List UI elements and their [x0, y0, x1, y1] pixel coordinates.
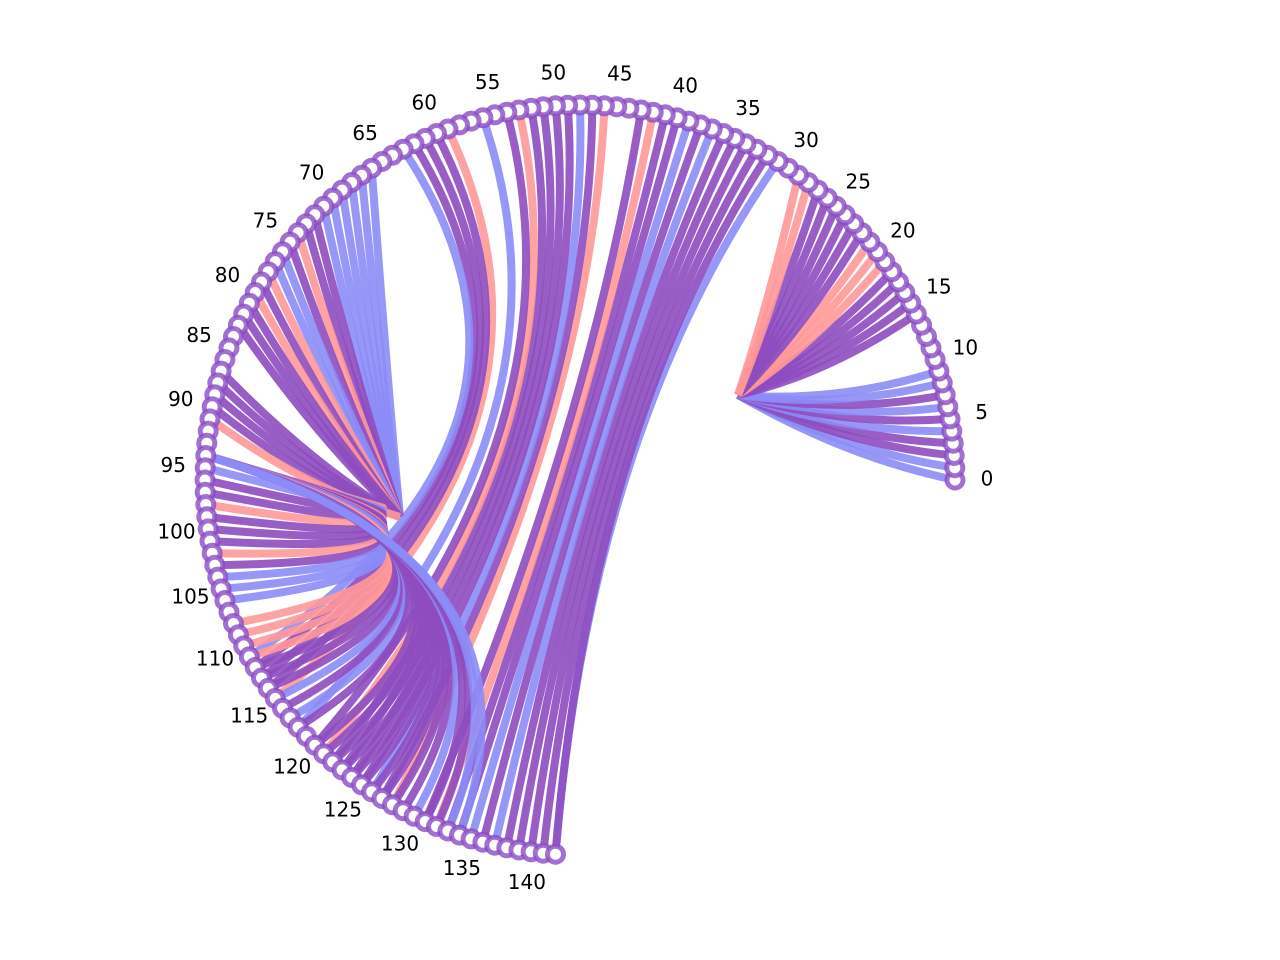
tick-label-30: 30: [793, 128, 818, 152]
chord-links: [204, 104, 956, 855]
tick-label-0: 0: [981, 467, 994, 491]
tick-label-10: 10: [953, 336, 978, 360]
chord-link-41: [444, 113, 670, 833]
chord-link-9: [737, 367, 941, 401]
chord-link-32: [551, 153, 771, 855]
tick-label-85: 85: [186, 323, 211, 347]
tick-label-40: 40: [673, 73, 698, 97]
tick-label-20: 20: [890, 219, 915, 243]
tick-label-75: 75: [253, 208, 278, 232]
chord-link-34: [527, 141, 750, 853]
tick-label-5: 5: [975, 400, 988, 424]
tick-label-25: 25: [845, 169, 870, 193]
tick-label-130: 130: [381, 832, 419, 856]
chord-link-134: [204, 451, 486, 837]
tick-label-95: 95: [160, 453, 185, 477]
chord-link-53: [320, 109, 538, 757]
tick-label-35: 35: [735, 96, 760, 120]
chord-link-35: [514, 136, 739, 851]
tick-labels: 0 5 10 15 20 25 30 35 40 45 50 55 60 65 70 75 80 85 90 95 10…: [157, 60, 993, 894]
chord-link-63: [247, 147, 474, 661]
tick-label-55: 55: [475, 70, 500, 94]
tick-label-110: 110: [196, 647, 234, 671]
tick-label-115: 115: [230, 704, 268, 728]
tick-label-125: 125: [324, 797, 362, 821]
tick-label-80: 80: [215, 263, 240, 287]
tick-label-15: 15: [926, 275, 951, 299]
tick-label-140: 140: [508, 870, 546, 894]
tick-label-50: 50: [541, 60, 566, 84]
tick-label-105: 105: [171, 585, 209, 609]
tick-label-100: 100: [157, 520, 195, 544]
tick-label-65: 65: [352, 121, 377, 145]
chord-link-39: [467, 119, 693, 841]
node-142: [545, 843, 566, 865]
chord-link-40: [455, 116, 681, 837]
tick-label-135: 135: [443, 856, 481, 880]
tick-label-90: 90: [168, 387, 193, 411]
chord-link-33: [539, 147, 761, 854]
chord-link-37: [490, 127, 716, 847]
tick-label-70: 70: [299, 161, 324, 185]
chord-nodes: [194, 94, 966, 865]
tick-label-120: 120: [273, 754, 311, 778]
tick-label-45: 45: [607, 62, 632, 86]
chord-link-38: [479, 123, 705, 844]
chord-link-83: [235, 322, 403, 520]
chord-link-29: [734, 174, 803, 397]
chord-link-36: [502, 131, 728, 849]
tick-label-60: 60: [411, 91, 436, 115]
